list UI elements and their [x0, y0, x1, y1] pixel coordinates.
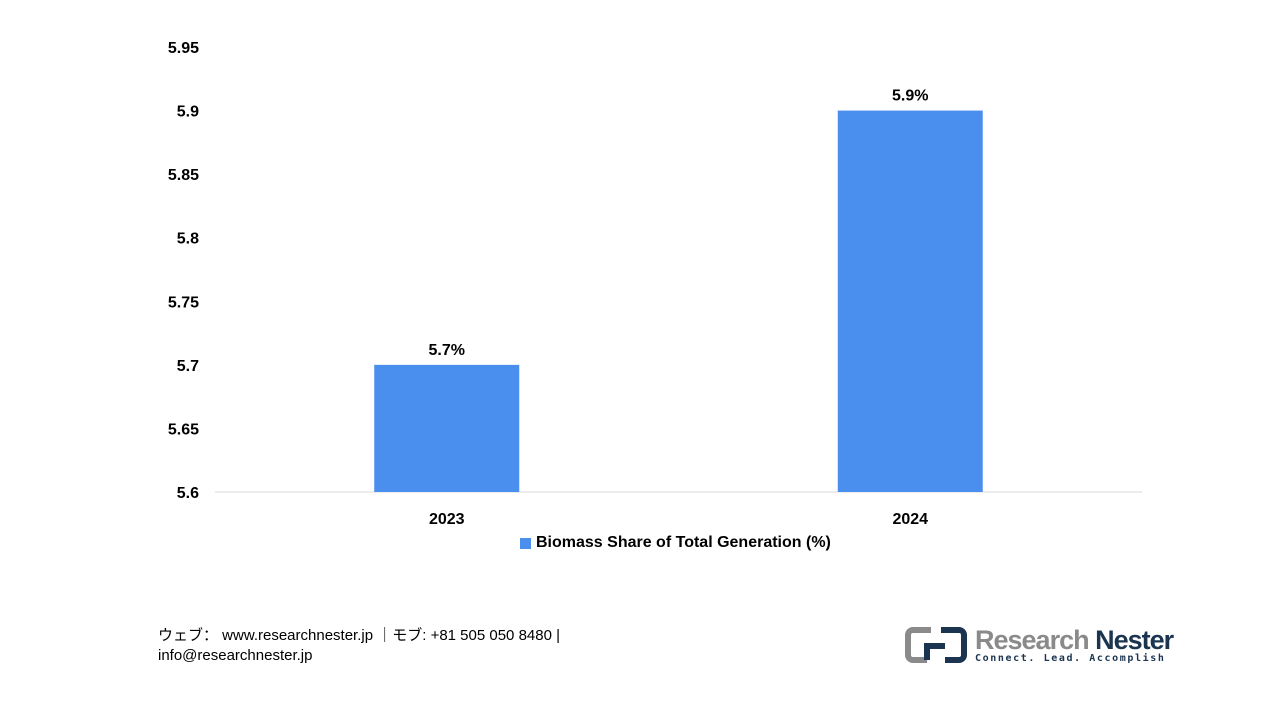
- data-label: 5.7%: [429, 342, 465, 359]
- bar-2023: [374, 364, 520, 492]
- bar-2024: [837, 110, 983, 493]
- y-tick-label: 5.85: [168, 167, 199, 184]
- footer-line-2: info@researchnester.jp: [158, 647, 313, 664]
- y-tick-label: 5.9: [177, 104, 199, 121]
- logo-name-a: Research: [975, 624, 1090, 655]
- logo: Research Nester Connect. Lead. Accomplis…: [905, 624, 1174, 664]
- x-tick-label: 2023: [429, 511, 465, 528]
- y-tick-label: 5.6: [177, 485, 199, 502]
- logo-tagline: Connect. Lead. Accomplish: [975, 652, 1166, 664]
- logo-mark-icon: [905, 627, 967, 663]
- y-tick-label: 5.8: [177, 231, 199, 248]
- footer-line-1: ウェブ： www.researchnester.jp ｜モブ: +81 505 …: [158, 627, 561, 644]
- data-label: 5.9%: [892, 88, 928, 105]
- y-tick-label: 5.75: [168, 294, 199, 311]
- legend: Biomass Share of Total Generation (%): [520, 534, 831, 552]
- y-tick-label: 5.65: [168, 421, 199, 438]
- legend-swatch: [520, 537, 531, 549]
- logo-name-b: Nester: [1095, 624, 1174, 655]
- footer-contact: ウェブ： www.researchnester.jp ｜モブ: +81 505 …: [158, 626, 560, 666]
- y-tick-label: 5.7: [177, 358, 199, 375]
- x-tick-label: 2024: [892, 511, 928, 528]
- y-tick-label: 5.95: [168, 40, 199, 57]
- legend-label: Biomass Share of Total Generation (%): [536, 534, 831, 551]
